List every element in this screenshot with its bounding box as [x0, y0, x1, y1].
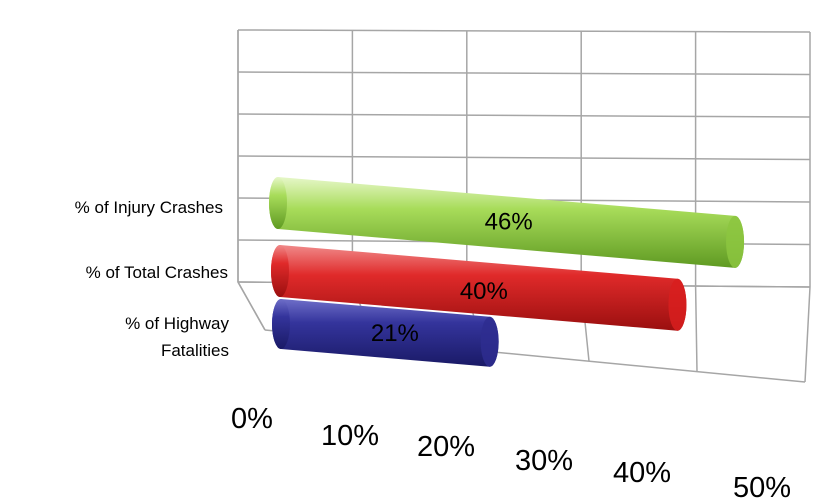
- cylinder-start-cap: [269, 177, 287, 229]
- gridline-horizontal: [237, 71, 811, 76]
- left-wall-edge: [237, 30, 266, 331]
- category-label: Fatalities: [161, 341, 229, 360]
- x-tick-label: 20%: [417, 431, 475, 463]
- data-label: 46%: [485, 208, 533, 235]
- cylinder-body: [269, 177, 745, 268]
- x-tick-labels: 0% 10% 20% 30% 40% 50%: [231, 403, 791, 501]
- data-label: 21%: [371, 320, 419, 347]
- bar-3: 21%: [272, 299, 499, 367]
- gridline-vertical: [804, 32, 811, 383]
- x-tick-label: 50%: [733, 472, 791, 501]
- gridline-horizontal: [237, 113, 811, 118]
- cylinder-end-cap: [726, 215, 745, 268]
- cylinder-start-cap: [271, 245, 289, 297]
- gridline-horizontal: [237, 155, 811, 161]
- x-tick-label: 40%: [613, 457, 671, 489]
- cylinder-body: [271, 245, 687, 331]
- gridline-vertical: [237, 30, 266, 331]
- x-tick-label: 0%: [231, 403, 273, 435]
- bar-1: 46%: [269, 177, 745, 268]
- cylinder-end-cap: [668, 278, 687, 331]
- x-tick-label: 30%: [515, 445, 573, 477]
- bars: 46% 40% 21%: [269, 177, 745, 367]
- data-label: 40%: [460, 278, 508, 305]
- category-label: % of Total Crashes: [86, 263, 228, 282]
- cylinder-end-cap: [480, 316, 499, 367]
- category-label: % of Injury Crashes: [75, 198, 223, 217]
- x-tick-label: 10%: [321, 420, 379, 452]
- bar-2: 40%: [271, 245, 687, 331]
- gridline-horizontal: [237, 29, 811, 33]
- category-labels: % of Injury Crashes % of Total Crashes % o…: [75, 198, 230, 360]
- cylinder-body: [272, 299, 499, 367]
- category-label: % of Highway: [125, 314, 229, 333]
- cylinder-start-cap: [272, 299, 290, 349]
